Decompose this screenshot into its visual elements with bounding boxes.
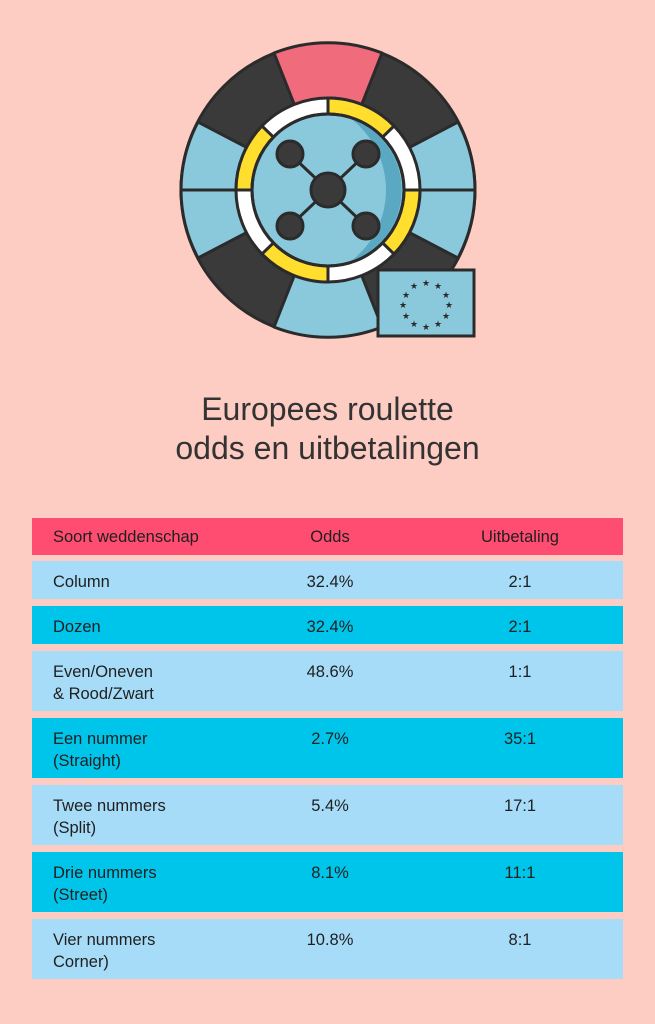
- roulette-wheel-icon: ★ ★ ★ ★ ★ ★ ★ ★ ★ ★ ★ ★: [179, 41, 477, 339]
- odds-value: 32.4%: [306, 618, 354, 636]
- page-title: Europees roulette odds en uitbetalingen: [0, 390, 655, 468]
- svg-text:★: ★: [399, 301, 407, 311]
- bet-type: Even/Oneven & Rood/Zwart: [53, 663, 154, 703]
- bet-type: Twee nummers (Split): [53, 797, 166, 837]
- table-row: Vier nummers Corner) 10.8% 8:1: [32, 919, 623, 979]
- bet-type: Drie nummers (Street): [53, 864, 157, 904]
- bet-type: Dozen: [53, 618, 101, 636]
- title-line-1: Europees roulette: [201, 391, 454, 427]
- svg-text:★: ★: [422, 323, 430, 333]
- table-row: Column 32.4% 2:1: [32, 561, 623, 599]
- table-row: Twee nummers (Split) 5.4% 17:1: [32, 785, 623, 845]
- bet-type: Vier nummers Corner): [53, 931, 156, 971]
- table-row: Dozen 32.4% 2:1: [32, 606, 623, 644]
- header-bet-type: Soort weddenschap: [53, 528, 199, 546]
- payout-value: 17:1: [503, 797, 537, 815]
- header-payout: Uitbetaling: [481, 528, 559, 546]
- odds-value: 8.1%: [311, 864, 349, 882]
- svg-text:★: ★: [422, 279, 430, 289]
- table-row: Een nummer (Straight) 2.7% 35:1: [32, 718, 623, 778]
- svg-text:★: ★: [410, 282, 418, 292]
- payout-value: 2:1: [508, 573, 532, 591]
- svg-text:★: ★: [402, 291, 410, 301]
- table-row: Even/Oneven & Rood/Zwart 48.6% 1:1: [32, 651, 623, 711]
- bet-type: Column: [53, 573, 110, 591]
- header-odds: Odds: [310, 528, 350, 546]
- table-row: Drie nummers (Street) 8.1% 11:1: [32, 852, 623, 912]
- payout-value: 8:1: [508, 931, 532, 949]
- odds-value: 32.4%: [306, 573, 354, 591]
- svg-text:★: ★: [442, 291, 450, 301]
- bet-type: Een nummer (Straight): [53, 730, 148, 770]
- odds-value: 5.4%: [311, 797, 349, 815]
- odds-value: 10.8%: [306, 931, 354, 949]
- odds-value: 2.7%: [311, 730, 349, 748]
- svg-text:★: ★: [442, 312, 450, 322]
- svg-text:★: ★: [434, 282, 442, 292]
- svg-text:★: ★: [402, 312, 410, 322]
- payout-value: 35:1: [503, 730, 537, 748]
- table-header: Soort weddenschap Odds Uitbetaling: [32, 518, 623, 555]
- svg-text:★: ★: [445, 301, 453, 311]
- payout-value: 1:1: [508, 663, 532, 681]
- roulette-illustration: ★ ★ ★ ★ ★ ★ ★ ★ ★ ★ ★ ★: [170, 38, 490, 348]
- eu-flag-icon: ★ ★ ★ ★ ★ ★ ★ ★ ★ ★ ★ ★: [376, 268, 476, 338]
- svg-text:★: ★: [434, 320, 442, 330]
- odds-table: Soort weddenschap Odds Uitbetaling Colum…: [32, 518, 623, 986]
- payout-value: 2:1: [508, 618, 532, 636]
- svg-text:★: ★: [410, 320, 418, 330]
- title-line-2: odds en uitbetalingen: [175, 430, 480, 466]
- payout-value: 11:1: [504, 864, 536, 882]
- odds-value: 48.6%: [306, 663, 354, 681]
